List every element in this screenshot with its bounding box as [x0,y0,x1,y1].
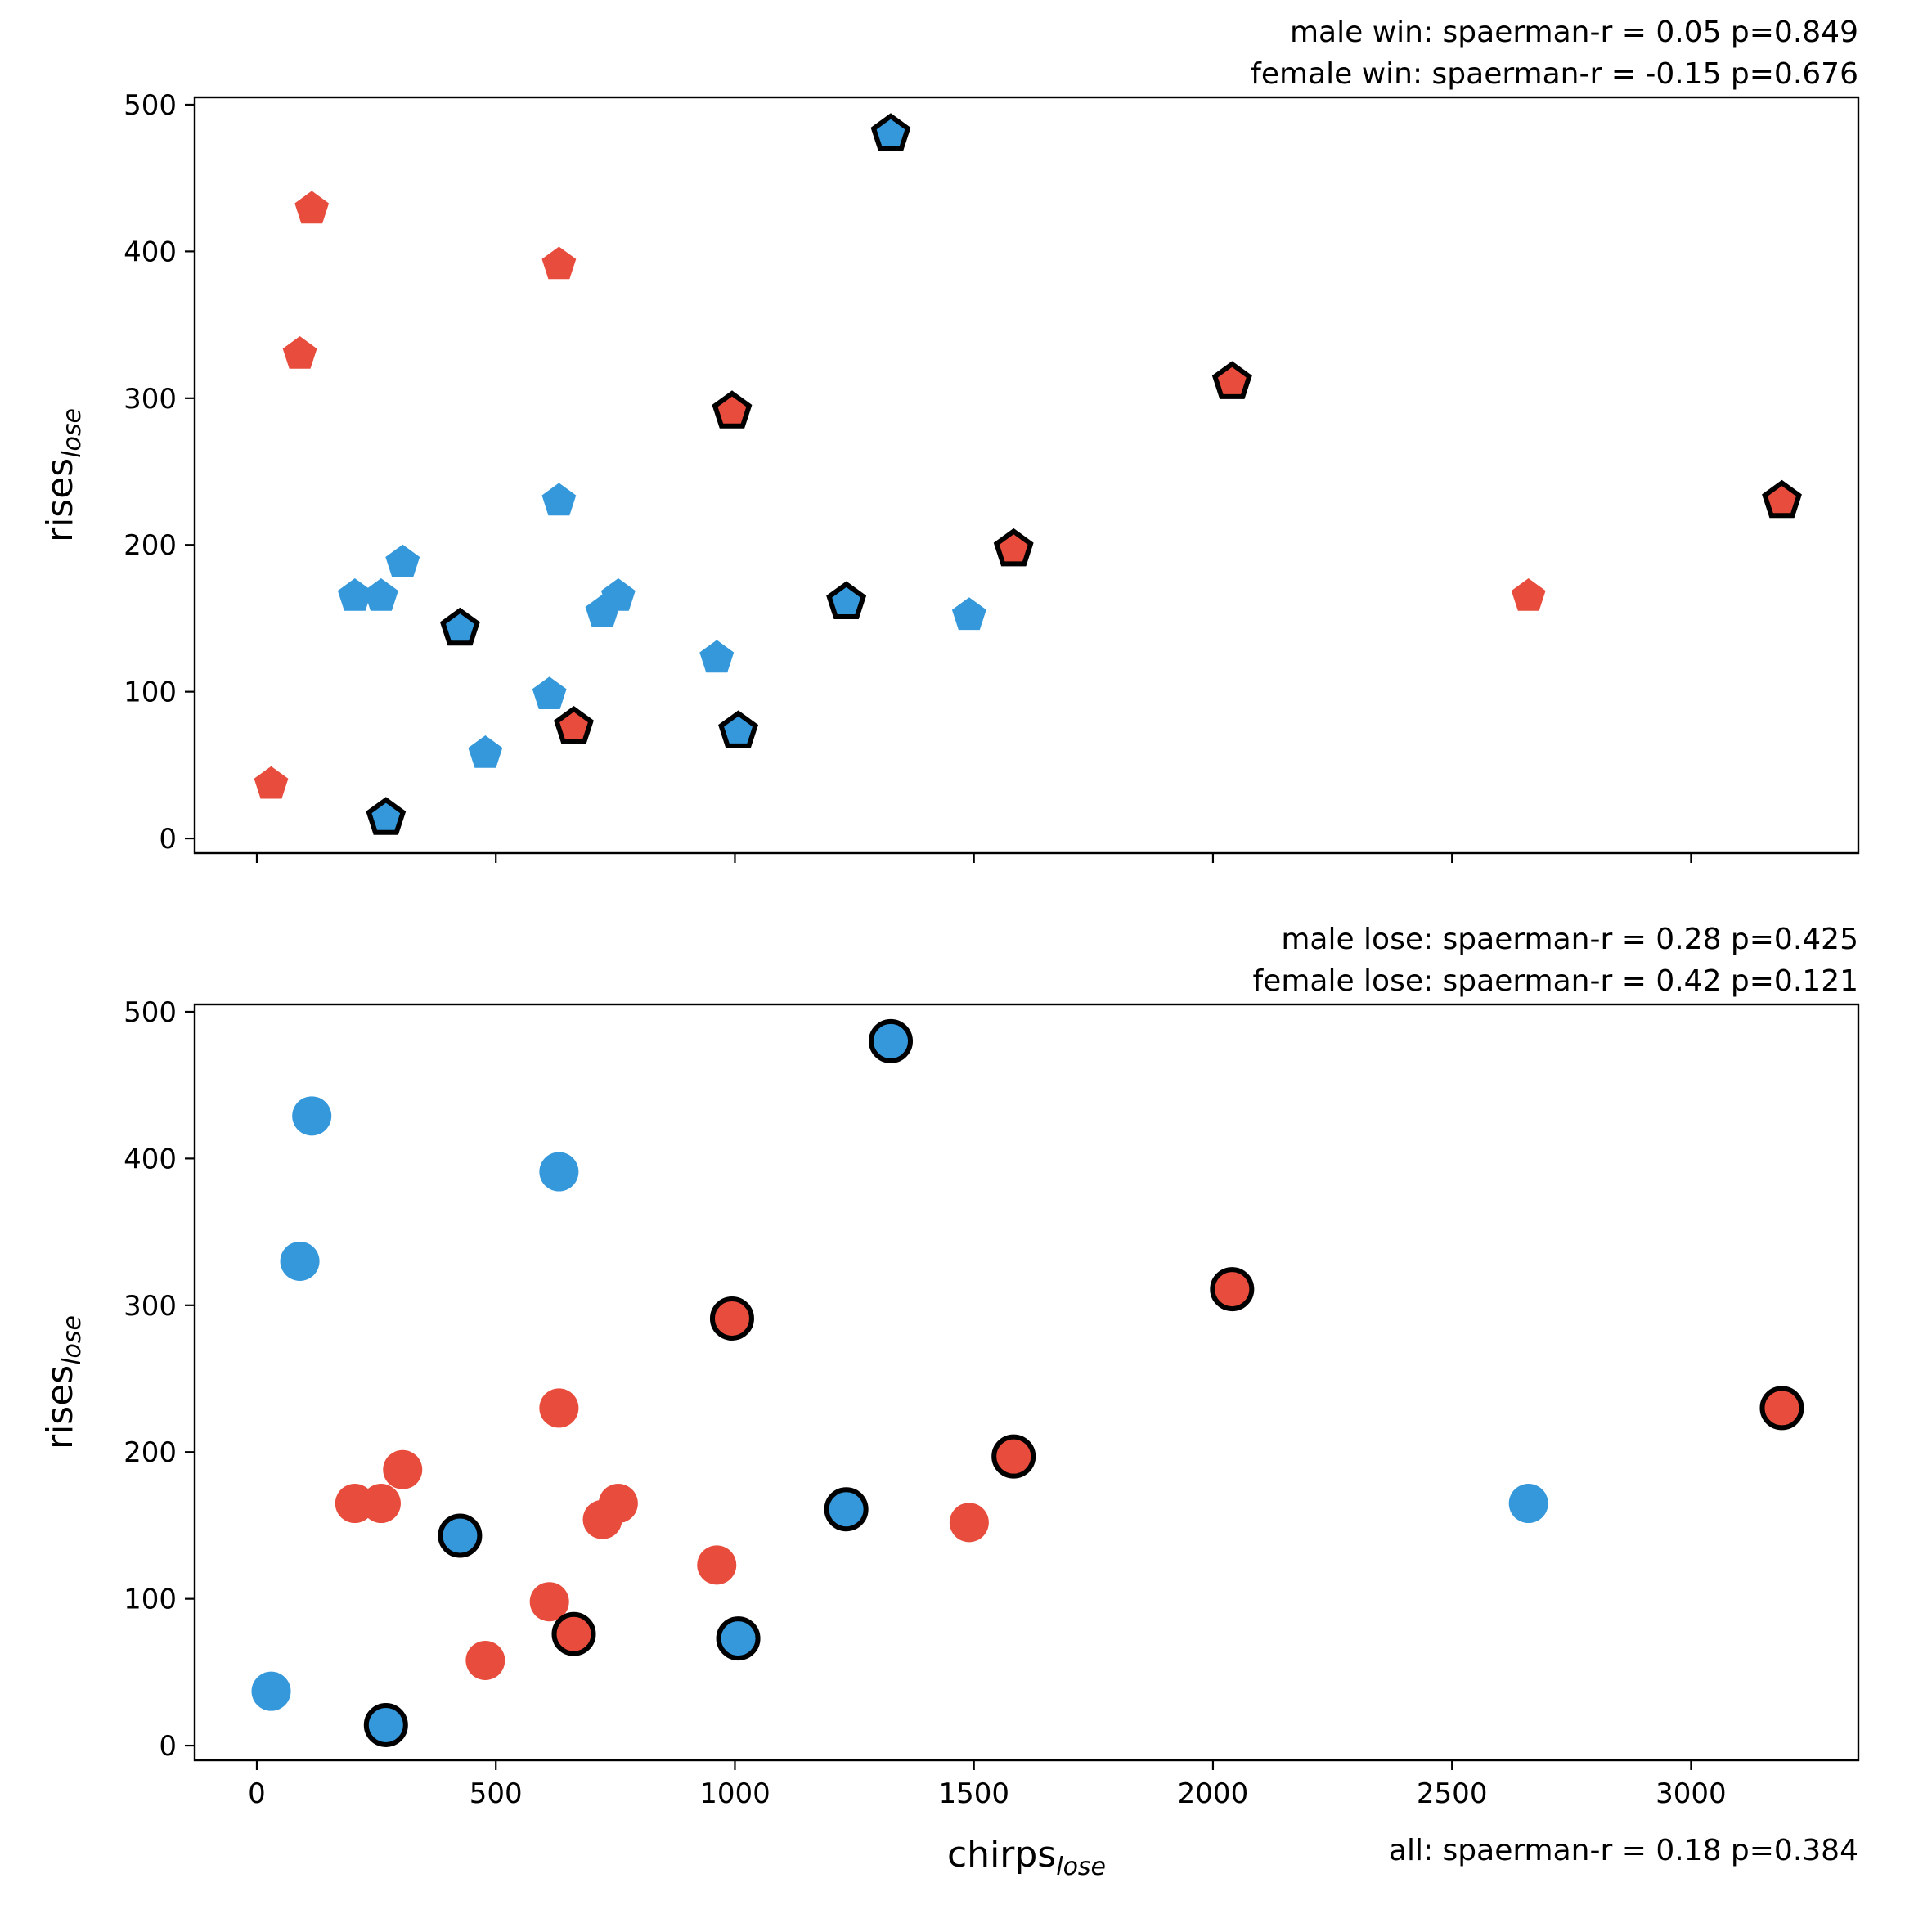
data-point-blue [539,1152,579,1192]
data-point-blue [251,1671,291,1711]
data-point-blue-outlined [716,1616,761,1661]
data-point-red-outlined [993,528,1034,567]
data-point-blue-outlined [438,1513,483,1558]
data-point-red [282,336,317,369]
x-axis-label: chirpslose [947,1834,1106,1881]
data-point-blue [600,578,636,611]
stat-annotation: male win: spaerman-r = 0.05 p=0.849 [1290,16,1858,49]
data-point-blue [541,483,577,516]
x-tick-label: 500 [470,1777,523,1810]
y-tick-label: 300 [124,383,177,416]
x-tick-label: 2000 [1178,1777,1249,1810]
data-point-blue [1508,1484,1548,1524]
y-tick-label: 300 [124,1290,177,1323]
y-axis-label-sub: lose [58,408,87,458]
data-point-red-outlined [1762,479,1802,519]
data-point-blue [699,640,735,673]
data-point-blue-outlined [439,607,480,646]
data-point-blue [468,735,503,768]
y-axis-label-main: rises [39,1365,81,1449]
data-point-blue [280,1241,320,1281]
data-point-blue [364,578,398,611]
data-point-red-outlined [551,1611,596,1656]
y-tick-label: 500 [124,89,177,122]
data-point-red [1511,578,1546,611]
data-point-red [383,1449,423,1489]
y-axis-label-sub: lose [58,1315,87,1365]
data-point-red [541,246,577,280]
y-axis-label: riseslose [39,1315,87,1449]
data-point-red [539,1388,579,1428]
bottom-panel: 0 500 1000 1500 2000 2500 3000 0 100 200 300 400 500… [39,923,1860,1881]
x-tick-label: 1000 [699,1777,771,1810]
data-point-blue-outlined [366,797,407,835]
y-axis-label: riseslose [39,408,87,542]
data-point-blue-outlined [363,1702,408,1747]
overall-stat-annotation: all: spaerman-r = 0.18 p=0.384 [1389,1834,1858,1867]
stat-annotation: male lose: spaerman-r = 0.28 p=0.425 [1281,923,1858,956]
stat-annotation: female lose: spaerman-r = 0.42 p=0.121 [1253,964,1859,998]
data-point-blue-outlined [718,710,759,748]
x-tick-label: 3000 [1656,1777,1727,1810]
data-point-red-outlined [1210,1267,1255,1312]
data-point-red [294,191,330,224]
y-tick-label: 100 [124,676,177,709]
axes-frame [193,1003,1860,1762]
data-point-red-outlined [554,705,594,744]
data-point-blue-outlined [870,113,911,151]
data-point-red [697,1545,737,1585]
y-tick-label: 0 [159,823,177,856]
x-axis-label-sub: lose [1056,1853,1106,1881]
data-point-blue [385,544,420,577]
x-tick-label: 1500 [938,1777,1009,1810]
data-point-red [361,1484,401,1524]
data-point-red [949,1503,989,1543]
x-tick-label: 2500 [1417,1777,1488,1810]
data-point-blue [337,578,372,611]
data-point-blue [951,597,986,631]
x-tick-label: 0 [248,1777,266,1810]
stat-annotation: female win: spaerman-r = -0.15 p=0.676 [1251,57,1858,91]
y-tick-label: 400 [124,1143,177,1175]
axes-frame [193,96,1860,855]
y-tick-label: 0 [159,1730,177,1763]
data-point-red [598,1484,638,1524]
data-point-red-outlined [1211,361,1252,399]
data-point-blue-outlined [824,1487,869,1532]
y-axis-label-main: rises [39,458,81,542]
top-panel: 0 100 200 300 400 500 riseslose male win: spaer… [39,16,1860,863]
y-tick-label: 100 [124,1584,177,1616]
data-point-blue-outlined [869,1018,914,1063]
data-point-blue-outlined [826,581,867,619]
y-tick-label: 400 [124,236,177,268]
y-tick-label: 200 [124,1436,177,1469]
data-point-blue [292,1096,332,1136]
x-axis-label-main: chirps [947,1834,1056,1876]
data-point-red-outlined [1759,1386,1804,1431]
data-point-red [465,1640,505,1680]
y-tick-label: 200 [124,529,177,562]
y-tick-label: 500 [124,996,177,1029]
data-point-blue [532,676,567,709]
data-point-red-outlined [709,1296,754,1341]
data-point-red-outlined [712,390,753,429]
data-point-red-outlined [991,1434,1036,1479]
data-point-red [529,1582,569,1622]
data-point-red [254,766,289,799]
